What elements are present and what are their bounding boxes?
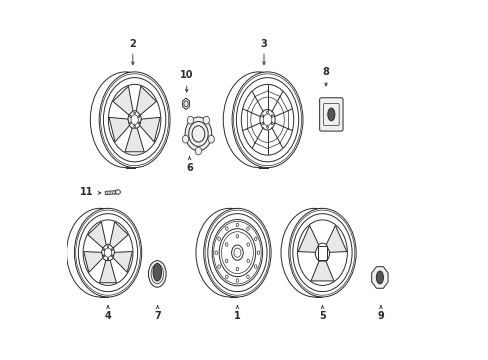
Ellipse shape xyxy=(153,263,161,281)
Text: 4: 4 xyxy=(104,306,111,321)
Ellipse shape xyxy=(115,190,120,194)
Ellipse shape xyxy=(241,84,293,155)
Polygon shape xyxy=(310,261,333,281)
Ellipse shape xyxy=(74,208,142,297)
Polygon shape xyxy=(140,117,160,142)
Text: 5: 5 xyxy=(319,306,325,321)
Ellipse shape xyxy=(203,116,209,124)
Ellipse shape xyxy=(288,208,355,297)
Text: 11: 11 xyxy=(80,188,101,197)
Polygon shape xyxy=(325,225,346,252)
Text: 3: 3 xyxy=(260,39,267,65)
Text: 8: 8 xyxy=(322,67,329,86)
Polygon shape xyxy=(88,222,106,248)
Polygon shape xyxy=(182,98,189,109)
Ellipse shape xyxy=(148,261,166,287)
Text: 7: 7 xyxy=(154,306,161,321)
Ellipse shape xyxy=(195,147,201,155)
Ellipse shape xyxy=(108,84,161,155)
Text: 1: 1 xyxy=(234,306,240,321)
Ellipse shape xyxy=(212,220,262,286)
Text: 6: 6 xyxy=(186,157,193,172)
Polygon shape xyxy=(105,191,117,194)
Ellipse shape xyxy=(192,126,204,142)
Ellipse shape xyxy=(297,220,346,285)
Polygon shape xyxy=(371,267,387,288)
Polygon shape xyxy=(113,252,132,273)
Ellipse shape xyxy=(182,135,188,143)
FancyBboxPatch shape xyxy=(319,98,343,131)
Ellipse shape xyxy=(83,220,133,285)
Ellipse shape xyxy=(376,271,383,284)
Polygon shape xyxy=(109,117,129,142)
Polygon shape xyxy=(83,252,103,273)
Ellipse shape xyxy=(99,72,170,168)
Ellipse shape xyxy=(187,116,193,124)
Ellipse shape xyxy=(203,208,270,297)
Polygon shape xyxy=(125,128,144,152)
Ellipse shape xyxy=(185,117,211,151)
Polygon shape xyxy=(100,261,116,283)
Ellipse shape xyxy=(232,72,303,168)
Polygon shape xyxy=(113,86,133,115)
Text: 10: 10 xyxy=(180,71,193,92)
Text: 2: 2 xyxy=(129,39,136,65)
Polygon shape xyxy=(298,225,318,252)
Polygon shape xyxy=(136,86,156,115)
Bar xyxy=(318,246,326,260)
Ellipse shape xyxy=(327,108,334,121)
Ellipse shape xyxy=(207,135,214,143)
Text: 9: 9 xyxy=(377,306,384,321)
Polygon shape xyxy=(110,222,128,248)
